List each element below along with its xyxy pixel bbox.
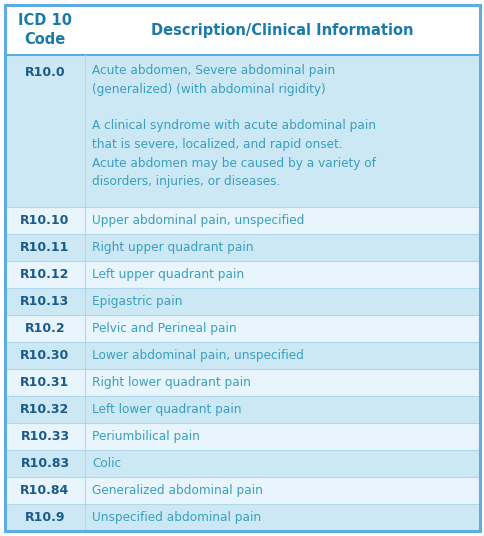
Bar <box>5 342 479 369</box>
Text: Right lower quadrant pain: Right lower quadrant pain <box>92 376 250 389</box>
Text: R10.2: R10.2 <box>25 322 65 335</box>
Bar <box>5 207 479 234</box>
Text: Acute abdomen, Severe abdominal pain
(generalized) (with abdominal rigidity)

A : Acute abdomen, Severe abdominal pain (ge… <box>92 64 375 188</box>
Text: R10.9: R10.9 <box>25 511 65 524</box>
Text: ICD 10
Code: ICD 10 Code <box>18 13 72 47</box>
Text: R10.13: R10.13 <box>20 295 70 308</box>
Text: R10.32: R10.32 <box>20 403 70 416</box>
Bar <box>5 396 479 423</box>
Text: Upper abdominal pain, unspecified: Upper abdominal pain, unspecified <box>92 214 304 227</box>
Text: R10.83: R10.83 <box>20 457 69 470</box>
Bar <box>5 450 479 477</box>
Bar <box>5 423 479 450</box>
Text: R10.30: R10.30 <box>20 349 70 362</box>
Text: R10.0: R10.0 <box>25 66 65 79</box>
Text: Generalized abdominal pain: Generalized abdominal pain <box>92 484 262 497</box>
Bar <box>5 477 479 504</box>
Text: Lower abdominal pain, unspecified: Lower abdominal pain, unspecified <box>92 349 303 362</box>
Bar <box>5 369 479 396</box>
Text: Colic: Colic <box>92 457 121 470</box>
Text: Unspecified abdominal pain: Unspecified abdominal pain <box>92 511 260 524</box>
Bar <box>5 261 479 288</box>
Text: R10.84: R10.84 <box>20 484 70 497</box>
Bar <box>5 234 479 261</box>
Text: R10.31: R10.31 <box>20 376 70 389</box>
Text: Pelvic and Perineal pain: Pelvic and Perineal pain <box>92 322 236 335</box>
Text: R10.10: R10.10 <box>20 214 70 227</box>
Bar <box>5 288 479 315</box>
Bar <box>5 5 479 55</box>
Text: Periumbilical pain: Periumbilical pain <box>92 430 199 443</box>
Bar <box>5 315 479 342</box>
Bar <box>5 504 479 531</box>
Text: Epigastric pain: Epigastric pain <box>92 295 182 308</box>
Bar <box>5 55 479 207</box>
Text: Right upper quadrant pain: Right upper quadrant pain <box>92 241 253 254</box>
Text: R10.33: R10.33 <box>20 430 69 443</box>
Text: Description/Clinical Information: Description/Clinical Information <box>151 23 413 38</box>
Text: R10.11: R10.11 <box>20 241 70 254</box>
Text: Left upper quadrant pain: Left upper quadrant pain <box>92 268 243 281</box>
Text: Left lower quadrant pain: Left lower quadrant pain <box>92 403 241 416</box>
Text: R10.12: R10.12 <box>20 268 70 281</box>
